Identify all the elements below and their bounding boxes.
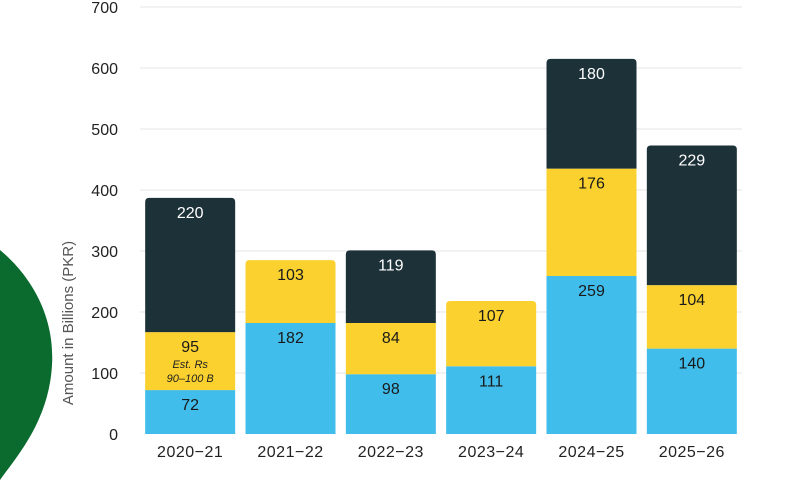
bar-value-label: 72 xyxy=(181,397,199,414)
y-tick-label: 200 xyxy=(91,305,118,322)
y-tick-label: 600 xyxy=(91,61,118,78)
green-leaf-decoration xyxy=(0,250,53,480)
bar-value-label: 140 xyxy=(678,356,705,373)
bar-segment xyxy=(145,197,236,333)
bar-annotation: 90–100 B xyxy=(167,373,214,385)
bars: 72 95 220 182 103 98 84 119 111 107 259 176 180 140 10… xyxy=(145,58,737,434)
bar-segment xyxy=(345,322,436,375)
bar-segment xyxy=(546,58,637,169)
y-axis-ticks: 0 100 200 300 400 500 600 700 xyxy=(91,0,118,444)
bar-value-label: 229 xyxy=(678,152,705,169)
bar-value-label: 182 xyxy=(277,330,304,347)
y-tick-label: 300 xyxy=(91,244,118,261)
bar-segment xyxy=(546,276,637,434)
bar-segment xyxy=(646,348,737,434)
gridlines xyxy=(140,6,742,374)
bar-value-label: 119 xyxy=(378,257,404,274)
bar-segment xyxy=(145,390,236,434)
x-axis-ticks: 2020−21 2021−22 2022−23 2023−24 2024−25 2025−… xyxy=(157,444,725,461)
x-tick-label: 2022−23 xyxy=(358,444,424,461)
y-axis-label: Amount in Billions (PKR) xyxy=(60,241,77,405)
bar-value-label: 180 xyxy=(578,66,605,83)
x-tick-label: 2023−24 xyxy=(458,444,524,461)
bar-segment xyxy=(646,285,737,349)
x-tick-label: 2021−22 xyxy=(257,444,323,461)
bar-segment xyxy=(646,145,737,286)
x-tick-label: 2020−21 xyxy=(157,444,223,461)
bar-segment xyxy=(245,322,336,434)
bar-segment xyxy=(145,332,236,391)
bar-value-label: 176 xyxy=(578,176,605,193)
y-tick-label: 700 xyxy=(91,0,118,17)
y-tick-label: 100 xyxy=(91,366,118,383)
bar-annotation: Est. Rs xyxy=(172,359,208,371)
bar-segment xyxy=(345,374,436,434)
bar-value-label: 111 xyxy=(479,373,503,390)
bar-value-label: 98 xyxy=(382,381,400,398)
bar-value-label: 95 xyxy=(181,339,199,356)
y-tick-label: 400 xyxy=(91,183,118,200)
x-tick-label: 2025−26 xyxy=(659,444,725,461)
bar-value-label: 259 xyxy=(578,283,605,300)
y-tick-label: 500 xyxy=(91,122,118,139)
bar-segment xyxy=(446,366,537,434)
bar-segment xyxy=(245,260,336,323)
x-tick-label: 2024−25 xyxy=(558,444,624,461)
bar-value-label: 103 xyxy=(277,267,304,284)
bar-value-label: 220 xyxy=(177,205,204,222)
bar-value-label: 84 xyxy=(382,330,400,347)
bar-value-label: 104 xyxy=(678,292,705,309)
bar-segment xyxy=(345,250,436,323)
bar-segment xyxy=(446,301,537,367)
bar-segment xyxy=(546,168,637,277)
bar-value-label: 107 xyxy=(478,308,505,325)
y-tick-label: 0 xyxy=(109,427,118,444)
